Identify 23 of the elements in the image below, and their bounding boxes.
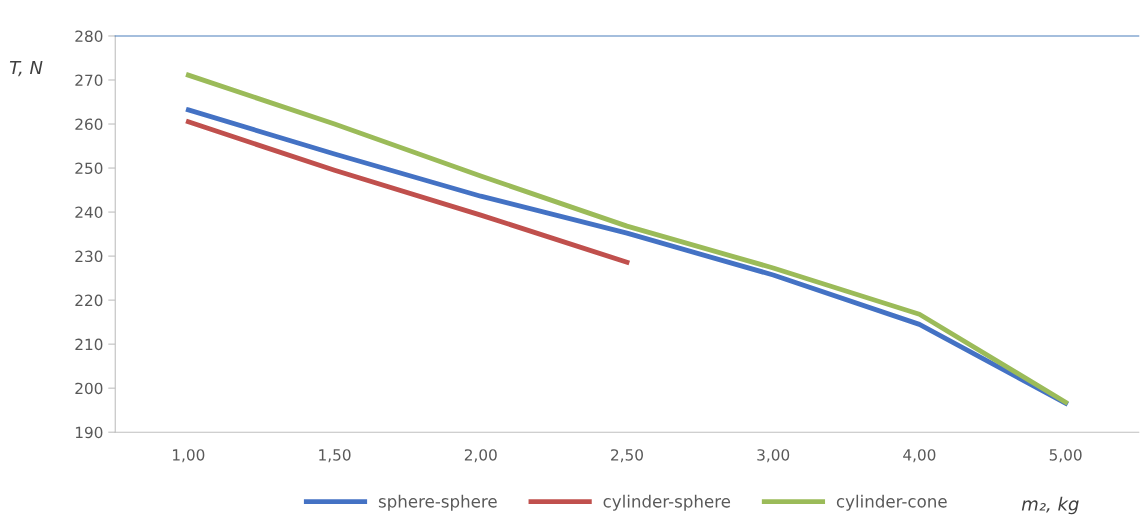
y-tick-label: 280 bbox=[75, 30, 103, 42]
legend-label: cylinder-cone bbox=[836, 494, 947, 511]
x-tick-label: 1,00 bbox=[173, 449, 205, 463]
x-tick-label: 5,00 bbox=[1049, 449, 1082, 463]
y-tick-label: 250 bbox=[75, 162, 103, 175]
x-tick-label: 3,00 bbox=[757, 449, 790, 463]
y-tick-label: 240 bbox=[75, 206, 103, 219]
y-tick-label: 200 bbox=[75, 382, 103, 395]
y-tick-label: 220 bbox=[75, 294, 103, 307]
y-axis-title: T, N bbox=[9, 60, 43, 77]
x-tick-label: 1,50 bbox=[319, 449, 351, 463]
y-tick-label: 270 bbox=[75, 74, 103, 87]
x-tick-label: 4,00 bbox=[903, 449, 936, 463]
y-tick-label: 260 bbox=[75, 118, 103, 131]
x-axis-title: m₂, kg bbox=[1021, 496, 1079, 515]
y-tick-label: 230 bbox=[75, 250, 103, 263]
x-tick-label: 2,50 bbox=[611, 449, 643, 463]
x-tick-label: 2,00 bbox=[464, 449, 497, 463]
y-tick-label: 210 bbox=[75, 338, 103, 351]
legend-label: sphere-sphere bbox=[378, 494, 497, 511]
line-series bbox=[185, 119, 630, 265]
y-tick-label: 190 bbox=[75, 426, 103, 439]
legend-label: cylinder-sphere bbox=[603, 494, 731, 511]
